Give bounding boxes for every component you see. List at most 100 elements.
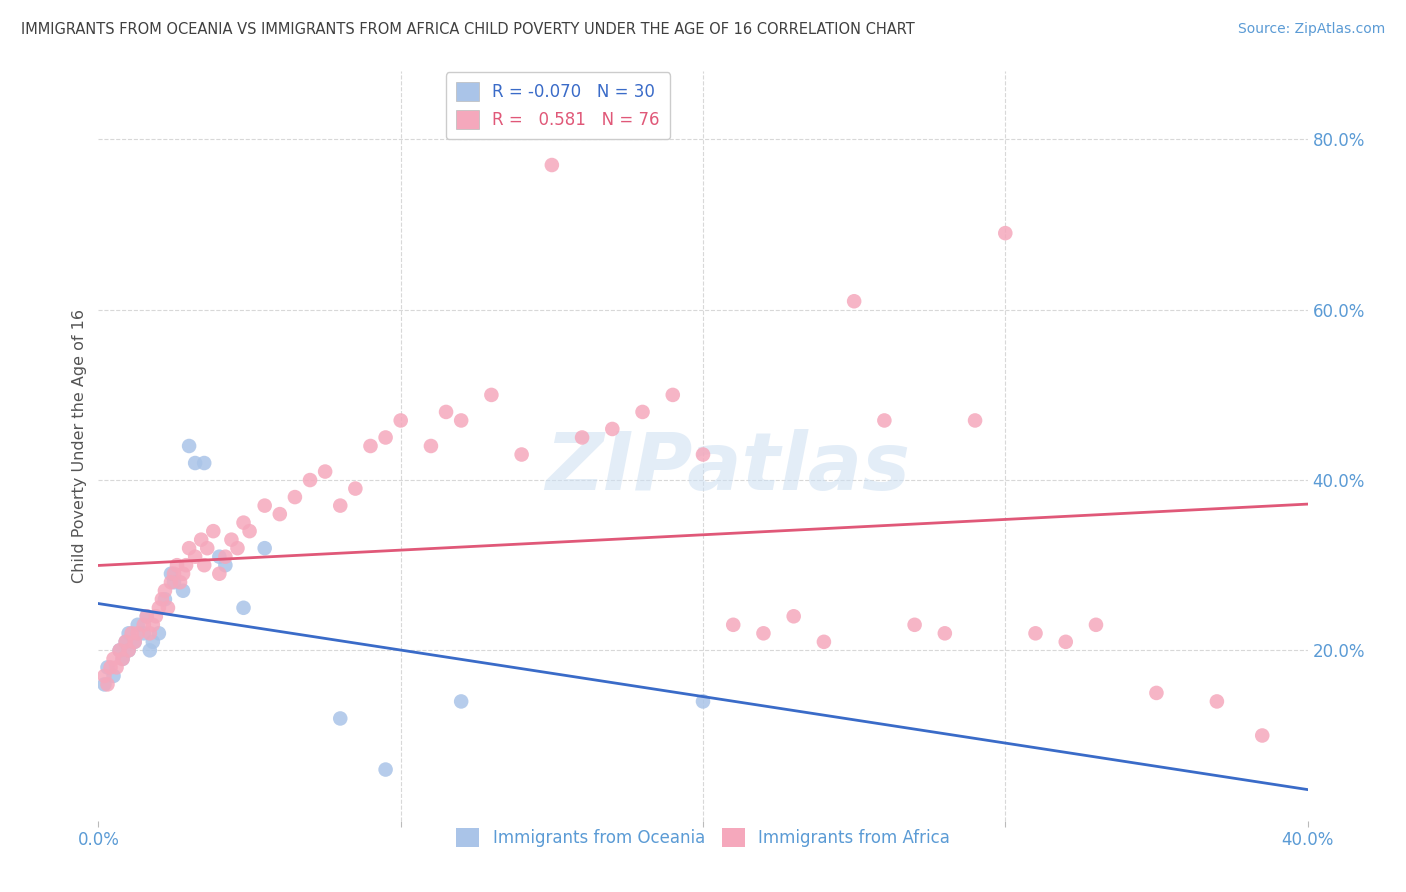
Point [142, 635, 165, 649]
Text: ZIPatlas: ZIPatlas [544, 429, 910, 508]
Point [150, 592, 173, 607]
Point [96, 660, 118, 674]
Point [226, 541, 249, 556]
Point [1085, 617, 1108, 632]
Point [190, 533, 212, 547]
Point [374, 763, 396, 777]
Point [692, 448, 714, 462]
Point [208, 566, 231, 581]
Point [153, 592, 176, 607]
Point [360, 439, 382, 453]
Point [692, 694, 714, 708]
Point [139, 643, 162, 657]
Text: IMMIGRANTS FROM OCEANIA VS IMMIGRANTS FROM AFRICA CHILD POVERTY UNDER THE AGE OF: IMMIGRANTS FROM OCEANIA VS IMMIGRANTS FR… [21, 22, 915, 37]
Point [783, 609, 806, 624]
Point [142, 617, 165, 632]
Point [450, 694, 472, 708]
Point [934, 626, 956, 640]
Point [96, 677, 118, 691]
Point [965, 413, 987, 427]
Point [284, 490, 307, 504]
Point [135, 609, 157, 624]
Point [571, 430, 593, 444]
Point [269, 507, 291, 521]
Point [208, 549, 231, 564]
Point [127, 626, 149, 640]
Point [118, 643, 141, 657]
Point [232, 600, 254, 615]
Point [314, 465, 336, 479]
Point [174, 558, 197, 573]
Legend: Immigrants from Oceania, Immigrants from Africa: Immigrants from Oceania, Immigrants from… [450, 821, 956, 854]
Point [299, 473, 322, 487]
Point [214, 549, 236, 564]
Point [163, 566, 186, 581]
Point [163, 575, 186, 590]
Point [108, 643, 131, 657]
Point [148, 600, 170, 615]
Point [169, 575, 191, 590]
Point [374, 430, 396, 444]
Point [118, 643, 141, 657]
Point [111, 652, 134, 666]
Point [1024, 626, 1046, 640]
Point [93, 669, 115, 683]
Point [184, 456, 207, 470]
Point [132, 617, 155, 632]
Point [127, 617, 149, 632]
Point [160, 566, 183, 581]
Point [111, 652, 134, 666]
Point [1251, 729, 1274, 743]
Point [1054, 635, 1077, 649]
Point [108, 643, 131, 657]
Point [153, 583, 176, 598]
Point [124, 635, 146, 649]
Point [105, 660, 128, 674]
Point [103, 652, 125, 666]
Point [434, 405, 457, 419]
Point [844, 294, 866, 309]
Point [214, 558, 236, 573]
Point [510, 448, 533, 462]
Point [172, 566, 194, 581]
Point [124, 635, 146, 649]
Point [253, 541, 276, 556]
Point [994, 226, 1017, 240]
Point [179, 541, 201, 556]
Point [344, 482, 367, 496]
Point [193, 558, 215, 573]
Point [602, 422, 624, 436]
Point [139, 626, 162, 640]
Point [253, 499, 276, 513]
Point [145, 609, 167, 624]
Point [103, 669, 125, 683]
Point [221, 533, 243, 547]
Point [202, 524, 225, 538]
Point [420, 439, 443, 453]
Point [148, 626, 170, 640]
Point [1206, 694, 1229, 708]
Point [723, 617, 745, 632]
Point [631, 405, 654, 419]
Point [100, 660, 122, 674]
Point [389, 413, 412, 427]
Point [156, 600, 179, 615]
Point [873, 413, 896, 427]
Point [450, 413, 472, 427]
Point [481, 388, 503, 402]
Text: Source: ZipAtlas.com: Source: ZipAtlas.com [1237, 22, 1385, 37]
Point [239, 524, 262, 538]
Point [813, 635, 835, 649]
Point [184, 549, 207, 564]
Point [132, 626, 155, 640]
Point [232, 516, 254, 530]
Point [904, 617, 927, 632]
Point [329, 711, 352, 725]
Point [661, 388, 683, 402]
Point [193, 456, 215, 470]
Point [172, 583, 194, 598]
Point [1144, 686, 1167, 700]
Point [160, 575, 183, 590]
Point [179, 439, 201, 453]
Point [114, 635, 136, 649]
